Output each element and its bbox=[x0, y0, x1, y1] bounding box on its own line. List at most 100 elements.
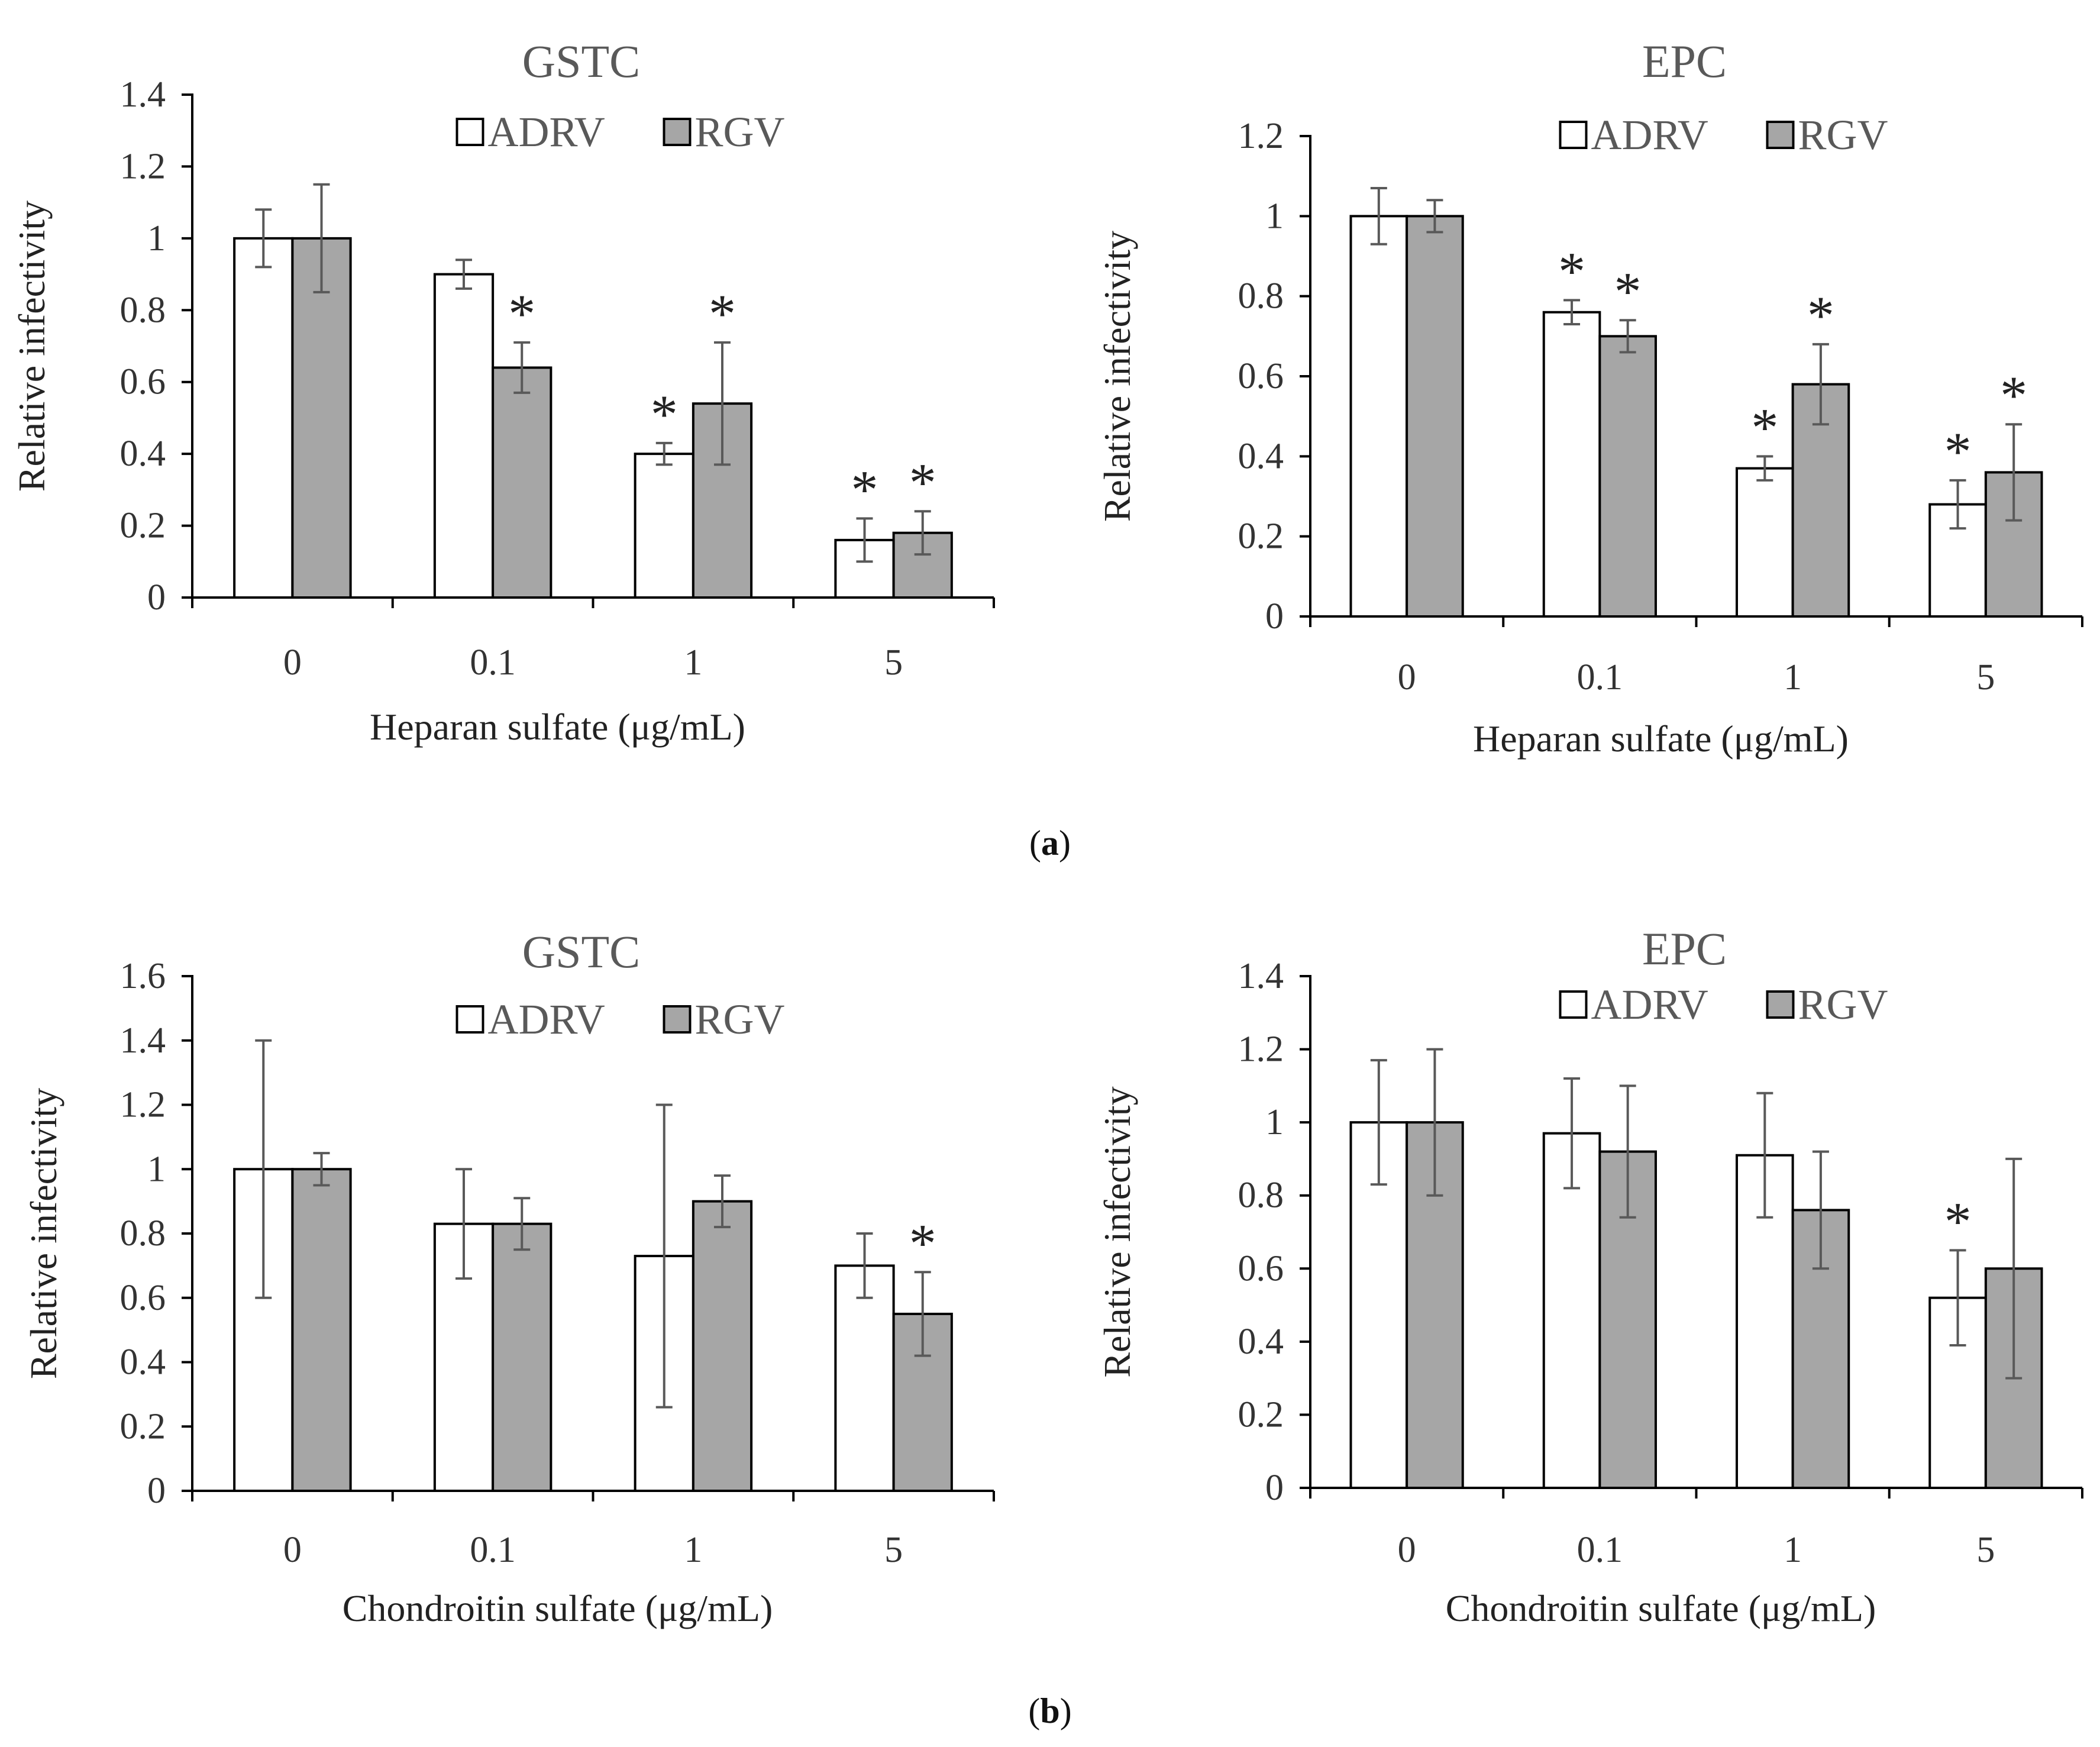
y-tick-label: 0.8 bbox=[1238, 276, 1284, 317]
x-tick-label: 0 bbox=[283, 1530, 302, 1570]
chart-title: GSTC bbox=[522, 35, 640, 87]
x-axis-title: Chondroitin sulfate (μg/mL) bbox=[343, 1587, 773, 1629]
legend-swatch-rgv bbox=[1766, 121, 1795, 149]
y-tick-label: 0.2 bbox=[120, 506, 166, 546]
y-tick-label: 1 bbox=[1265, 1102, 1284, 1142]
panel-label-a: (a) bbox=[1029, 824, 1071, 863]
significance-star: * bbox=[1751, 397, 1778, 457]
y-tick-label: 0 bbox=[1265, 1468, 1284, 1508]
x-tick-label: 0.1 bbox=[1577, 1530, 1623, 1570]
x-tick-label: 5 bbox=[1976, 1530, 1995, 1570]
y-tick-label: 0.4 bbox=[120, 1342, 166, 1383]
panel-label-b-letter: b bbox=[1040, 1691, 1059, 1730]
y-tick-label: 1 bbox=[1265, 196, 1284, 236]
legend-swatch-rgv bbox=[663, 1005, 692, 1034]
bar-adrv bbox=[433, 273, 495, 599]
significance-star: * bbox=[1944, 1191, 1972, 1251]
y-axis-title: Relative infectivity bbox=[1096, 231, 1138, 522]
legend-label-adrv: ADRV bbox=[488, 996, 605, 1043]
significance-star: * bbox=[909, 452, 936, 512]
panel-label-a-close: ) bbox=[1059, 824, 1071, 863]
significance-star: * bbox=[1614, 261, 1642, 321]
y-axis-title: Relative infectivity bbox=[22, 1088, 64, 1379]
x-tick-label: 1 bbox=[684, 1530, 702, 1570]
x-tick-label: 1 bbox=[1784, 657, 1802, 697]
y-tick-label: 0.8 bbox=[120, 290, 166, 330]
chart-chondroitin-epc: EPC 0 0.2 0.4 0.6 0.8 1 1.2 1.4 0 0.1 1 5 Chondroitin… bbox=[1096, 923, 2083, 1629]
legend-swatch-adrv bbox=[455, 1005, 484, 1034]
panel-label-a-open: ( bbox=[1029, 824, 1041, 863]
significance-star: * bbox=[1807, 285, 1834, 345]
bar-adrv bbox=[1349, 215, 1408, 618]
y-tick-label: 1.6 bbox=[120, 956, 166, 996]
x-tick-label: 0 bbox=[283, 642, 302, 683]
bar-adrv bbox=[1736, 467, 1794, 618]
chart-title: EPC bbox=[1642, 35, 1727, 87]
bar-adrv bbox=[1542, 1132, 1601, 1489]
legend-swatch-adrv bbox=[1559, 121, 1588, 149]
chart-heparan-epc: EPC 0 0.2 0.4 0.6 0.8 1 1.2 0 0.1 1 5 Heparan sulfat… bbox=[1096, 35, 2083, 760]
significance-star: * bbox=[851, 459, 878, 519]
significance-star: * bbox=[709, 283, 736, 344]
legend-swatch-rgv bbox=[663, 118, 692, 146]
panel-label-b-open: ( bbox=[1028, 1691, 1040, 1730]
legend: ADRV RGV bbox=[455, 996, 785, 1043]
y-tick-label: 0.4 bbox=[1238, 1322, 1284, 1362]
legend-label-rgv: RGV bbox=[1798, 111, 1888, 159]
x-tick-label: 0 bbox=[1398, 657, 1416, 697]
y-tick-label: 1.2 bbox=[120, 146, 166, 186]
panel-label-a-letter: a bbox=[1041, 824, 1059, 863]
x-tick-label: 5 bbox=[884, 642, 903, 683]
bar-rgv bbox=[291, 1168, 352, 1492]
y-tick-label: 0.4 bbox=[1238, 436, 1284, 476]
legend-label-adrv: ADRV bbox=[1591, 981, 1708, 1028]
y-tick-label: 0.2 bbox=[120, 1406, 166, 1446]
x-tick-label: 5 bbox=[1976, 657, 1995, 697]
y-tick-label: 0.4 bbox=[120, 434, 166, 474]
x-tick-label: 0.1 bbox=[1577, 657, 1623, 697]
y-tick-label: 1.2 bbox=[120, 1085, 166, 1125]
bar-rgv bbox=[492, 366, 553, 599]
legend-swatch-adrv bbox=[1559, 990, 1588, 1019]
y-tick-label: 0.2 bbox=[1238, 516, 1284, 557]
y-tick-label: 1.4 bbox=[120, 75, 166, 115]
chart-heparan-gstc: GSTC 0 0.2 0.4 0.6 0.8 1 1.2 1.4 0 0.1 1 5 Heparan su… bbox=[11, 35, 995, 748]
x-axis-title: Heparan sulfate (μg/mL) bbox=[1473, 718, 1849, 760]
bar-adrv bbox=[1542, 311, 1601, 618]
x-tick-label: 1 bbox=[1784, 1530, 1802, 1570]
y-tick-label: 0 bbox=[1265, 596, 1284, 637]
significance-star: * bbox=[508, 283, 535, 344]
panel-label-b: (b) bbox=[1028, 1691, 1071, 1730]
significance-star: * bbox=[1944, 421, 1972, 482]
y-tick-label: 1.4 bbox=[1238, 956, 1284, 996]
significance-star: * bbox=[1558, 241, 1585, 301]
bar-rgv bbox=[492, 1222, 553, 1492]
y-tick-label: 1.2 bbox=[1238, 1029, 1284, 1070]
y-tick-label: 0 bbox=[147, 1471, 166, 1511]
y-tick-label: 0.6 bbox=[120, 1278, 166, 1318]
y-tick-label: 0.6 bbox=[1238, 1248, 1284, 1289]
x-axis-title: Chondroitin sulfate (μg/mL) bbox=[1446, 1587, 1876, 1629]
legend-label-rgv: RGV bbox=[695, 108, 785, 156]
y-tick-label: 0.2 bbox=[1238, 1394, 1284, 1435]
y-tick-label: 0.8 bbox=[120, 1213, 166, 1254]
bar-adrv bbox=[834, 1264, 895, 1492]
y-tick-label: 0.6 bbox=[1238, 356, 1284, 396]
legend: ADRV RGV bbox=[455, 108, 785, 156]
x-tick-label: 0.1 bbox=[470, 642, 516, 683]
y-tick-label: 0 bbox=[147, 577, 166, 618]
y-axis-title: Relative infectivity bbox=[11, 201, 53, 492]
legend: ADRV RGV bbox=[1559, 981, 1888, 1028]
chart-chondroitin-gstc: GSTC 0 0.2 0.4 0.6 0.8 1 1.2 1.4 1.6 0 0.1 1 5 Chondro… bbox=[22, 926, 995, 1629]
legend-label-rgv: RGV bbox=[1798, 981, 1888, 1028]
bar-rgv bbox=[1406, 215, 1464, 618]
y-tick-label: 0.6 bbox=[120, 362, 166, 402]
legend-swatch-adrv bbox=[455, 118, 484, 146]
legend-label-rgv: RGV bbox=[695, 996, 785, 1043]
chart-title: EPC bbox=[1642, 923, 1727, 974]
x-tick-label: 5 bbox=[884, 1530, 903, 1570]
y-tick-label: 1 bbox=[147, 1149, 166, 1189]
legend: ADRV RGV bbox=[1559, 111, 1888, 159]
chart-title: GSTC bbox=[522, 926, 640, 977]
